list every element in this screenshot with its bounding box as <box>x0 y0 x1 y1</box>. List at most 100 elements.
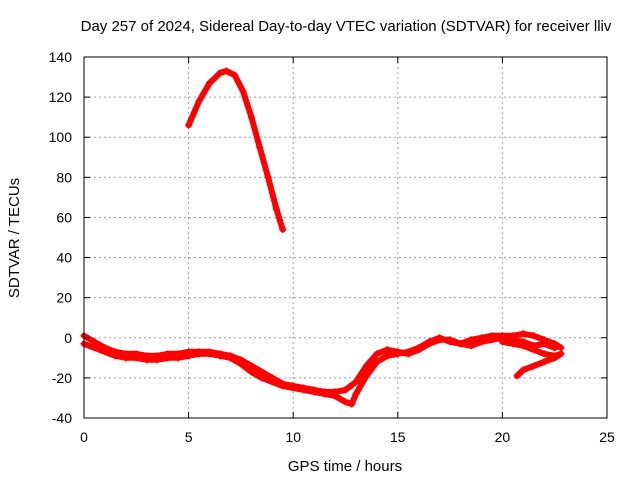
x-axis-title: GPS time / hours <box>288 458 402 475</box>
data-point <box>404 350 412 358</box>
y-tick-label: 120 <box>49 89 73 105</box>
data-point <box>540 340 548 348</box>
y-tick-label: 0 <box>64 330 72 346</box>
data-point <box>258 374 266 382</box>
data-point <box>342 398 349 406</box>
y-axis-title: SDTVAR / TECUs <box>6 178 23 298</box>
x-tick-label: 0 <box>80 429 88 445</box>
data-point <box>247 368 255 376</box>
data-point <box>383 346 391 354</box>
series-line-main-b <box>81 332 558 395</box>
data-point <box>122 350 130 358</box>
data-point <box>185 121 193 129</box>
data-point <box>310 386 318 394</box>
data-point <box>362 362 370 370</box>
data-point <box>268 374 276 382</box>
data-point <box>477 338 485 346</box>
data-point <box>258 368 266 376</box>
data-point <box>206 79 214 87</box>
data-point <box>373 350 381 358</box>
data-point <box>457 340 465 348</box>
data-point <box>519 330 527 338</box>
data-point <box>373 358 381 366</box>
data-point <box>90 338 98 346</box>
series-line-high-arc <box>185 68 286 233</box>
axes: 0 5 10 15 20 25 -40 -20 0 20 40 60 80 100 120 140 <box>49 49 615 445</box>
data-point <box>519 342 527 350</box>
data-point <box>195 348 203 356</box>
plot-frame <box>83 56 608 419</box>
data-point <box>247 362 255 370</box>
chart-title: Day 257 of 2024, Sidereal Day-to-day VTE… <box>81 18 612 35</box>
y-tick-label: 20 <box>56 290 72 306</box>
data-point <box>348 400 356 408</box>
data-point <box>446 336 454 344</box>
data-point <box>132 350 140 358</box>
grid <box>83 56 608 419</box>
y-tick-label: 40 <box>56 250 72 266</box>
data-point <box>216 350 224 358</box>
data-point <box>331 388 339 396</box>
data-point <box>279 380 287 388</box>
x-tick-label: 10 <box>285 429 301 445</box>
data-point <box>352 378 360 386</box>
data-point <box>90 344 98 352</box>
data-point <box>256 143 264 151</box>
data-point <box>239 87 247 95</box>
data-point <box>264 173 272 181</box>
data-point <box>174 350 182 358</box>
data-point <box>231 71 239 79</box>
data-point <box>436 336 444 344</box>
data-point <box>425 340 433 348</box>
data-point <box>272 205 280 213</box>
data-layer <box>80 67 565 408</box>
data-point <box>551 344 559 352</box>
data-point <box>509 340 517 348</box>
data-point <box>467 342 475 350</box>
data-point <box>195 97 203 105</box>
data-point <box>300 384 308 392</box>
data-point <box>153 352 161 360</box>
data-point <box>216 69 224 77</box>
data-point <box>321 388 329 396</box>
y-tick-label: 60 <box>56 209 72 225</box>
data-point <box>530 332 538 340</box>
data-point <box>557 344 565 352</box>
data-point <box>394 348 402 356</box>
data-point <box>222 67 230 75</box>
data-point <box>247 113 255 121</box>
x-tick-label: 25 <box>599 429 615 445</box>
data-point <box>237 356 245 364</box>
data-point <box>206 348 214 356</box>
data-point <box>289 382 297 390</box>
y-tick-label: 140 <box>49 49 73 65</box>
x-tick-label: 20 <box>495 429 511 445</box>
y-tick-label: -20 <box>52 370 72 386</box>
data-point <box>352 390 360 398</box>
data-point <box>519 366 527 374</box>
data-point <box>111 348 119 356</box>
x-tick-label: 15 <box>390 429 406 445</box>
data-point <box>226 352 234 360</box>
data-point <box>143 352 151 360</box>
data-point <box>551 354 559 362</box>
data-point <box>362 372 370 380</box>
y-tick-label: 100 <box>49 129 73 145</box>
data-point <box>101 344 109 352</box>
data-point <box>342 386 349 394</box>
data-point <box>513 372 521 380</box>
data-point <box>467 336 475 344</box>
data-point <box>498 338 506 346</box>
data-point <box>540 358 548 366</box>
data-point <box>383 352 391 360</box>
data-point <box>557 350 565 358</box>
data-point <box>540 350 548 358</box>
data-point <box>185 348 193 356</box>
data-point <box>415 346 423 354</box>
data-point <box>488 336 496 344</box>
y-tick-label: -40 <box>52 410 72 426</box>
data-point <box>530 346 538 354</box>
data-point <box>530 362 538 370</box>
data-point <box>279 225 287 233</box>
